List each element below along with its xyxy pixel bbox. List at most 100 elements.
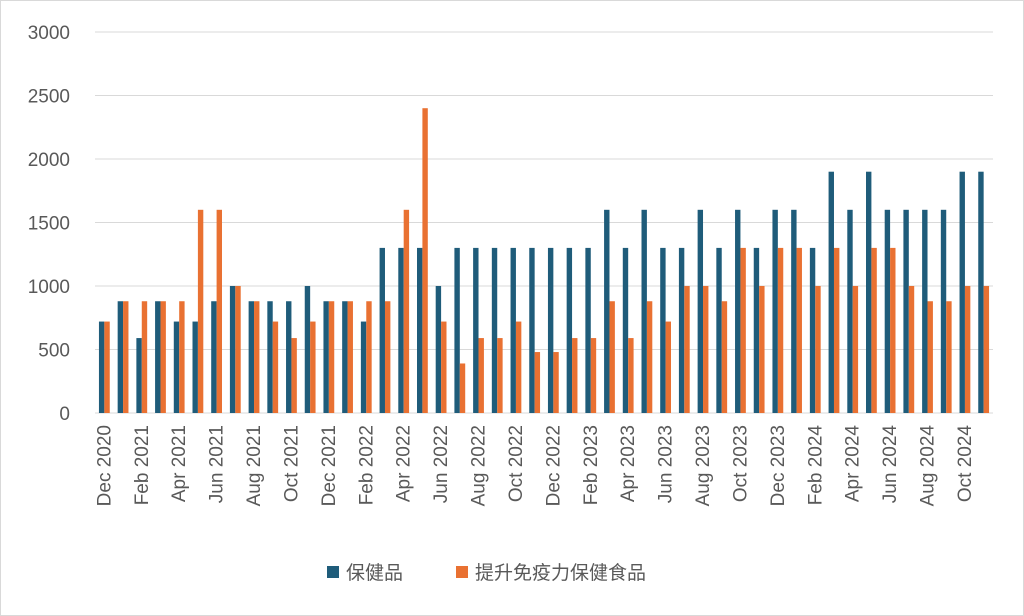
bar-series-1 bbox=[360, 321, 367, 413]
x-tick-label: Oct 2024 bbox=[955, 425, 976, 503]
bar-series-2 bbox=[796, 247, 802, 413]
bar-series-1 bbox=[529, 247, 535, 413]
bar-series-2 bbox=[141, 301, 148, 413]
legend-label-series-2: 提升免疫力保健食品 bbox=[475, 562, 646, 584]
bar-series-2 bbox=[272, 321, 279, 413]
bar-series-2 bbox=[646, 301, 653, 413]
bar-series-1 bbox=[229, 286, 236, 413]
bar-series-2 bbox=[515, 321, 522, 413]
bar-series-2 bbox=[553, 352, 559, 413]
bar-series-2 bbox=[927, 301, 933, 413]
gridlines bbox=[95, 31, 993, 414]
bar-series-1 bbox=[267, 301, 273, 413]
x-tick-label: Oct 2023 bbox=[730, 425, 751, 502]
bar-series-1 bbox=[491, 247, 498, 413]
x-tick-label: Apr 2021 bbox=[169, 425, 190, 502]
bar-series-1 bbox=[398, 247, 404, 413]
x-tick-label: Apr 2022 bbox=[394, 425, 415, 502]
legend-swatch-series-1 bbox=[327, 566, 339, 578]
bar-series-1 bbox=[978, 171, 984, 413]
bar-series-2 bbox=[104, 321, 110, 413]
bar-series-1 bbox=[828, 171, 834, 413]
bar-series-1 bbox=[379, 247, 385, 413]
bar-series-2 bbox=[983, 286, 990, 413]
bar-series-2 bbox=[216, 209, 222, 413]
bar-series-1 bbox=[510, 247, 516, 413]
bar-series-2 bbox=[740, 247, 746, 413]
x-tick-label: Aug 2022 bbox=[469, 425, 490, 506]
bar-series-2 bbox=[310, 321, 316, 413]
bar-series-2 bbox=[703, 286, 709, 413]
bar-series-2 bbox=[459, 363, 466, 413]
x-tick-label: Feb 2022 bbox=[356, 425, 377, 505]
x-tick-label: Oct 2021 bbox=[281, 425, 302, 502]
bars bbox=[98, 108, 990, 413]
bar-series-1 bbox=[678, 247, 685, 413]
x-tick-label: Dec 2023 bbox=[768, 425, 789, 506]
bar-series-2 bbox=[291, 338, 297, 413]
x-tick-label: Feb 2023 bbox=[581, 425, 602, 505]
bar-series-1 bbox=[884, 209, 891, 413]
bar-series-2 bbox=[815, 286, 821, 413]
bar-series-2 bbox=[572, 338, 578, 413]
bar-series-1 bbox=[417, 247, 423, 413]
bar-series-2 bbox=[665, 321, 671, 413]
x-tick-label: Jun 2022 bbox=[431, 425, 452, 503]
x-tick-label: Feb 2024 bbox=[805, 425, 826, 506]
bar-series-1 bbox=[547, 247, 554, 413]
bar-series-1 bbox=[304, 286, 311, 413]
bar-series-1 bbox=[323, 301, 329, 413]
bar-series-1 bbox=[192, 321, 198, 413]
x-tick-label: Feb 2021 bbox=[132, 425, 153, 505]
bar-series-2 bbox=[908, 286, 915, 413]
bar-series-2 bbox=[833, 247, 840, 413]
bar-series-2 bbox=[890, 247, 896, 413]
bar-series-2 bbox=[871, 247, 877, 413]
bar-series-1 bbox=[772, 209, 778, 413]
bar-series-2 bbox=[684, 286, 690, 413]
x-tick-label: Dec 2021 bbox=[319, 425, 340, 506]
bar-series-1 bbox=[809, 247, 816, 413]
bar-series-1 bbox=[866, 171, 872, 413]
y-tick-label: 1500 bbox=[28, 214, 70, 235]
bar-series-2 bbox=[347, 301, 353, 413]
bar-series-1 bbox=[959, 171, 965, 413]
bar-series-2 bbox=[123, 301, 129, 413]
bar-series-1 bbox=[604, 209, 610, 413]
bar-series-1 bbox=[454, 247, 460, 413]
bar-series-1 bbox=[98, 321, 105, 413]
x-tick-label: Aug 2021 bbox=[244, 425, 265, 506]
x-tick-label: Oct 2022 bbox=[506, 425, 527, 502]
x-tick-label: Apr 2024 bbox=[843, 425, 864, 503]
bar-series-2 bbox=[852, 286, 859, 413]
bar-series-1 bbox=[922, 209, 928, 413]
bar-series-1 bbox=[716, 247, 722, 413]
bar-series-1 bbox=[847, 209, 853, 413]
bar-series-1 bbox=[940, 209, 947, 413]
bar-series-1 bbox=[903, 209, 909, 413]
y-tick-label: 3000 bbox=[28, 23, 70, 44]
legend-label-series-1: 保健品 bbox=[346, 562, 403, 584]
bar-series-2 bbox=[179, 301, 185, 413]
bar-series-2 bbox=[609, 301, 615, 413]
bar-series-1 bbox=[435, 286, 442, 413]
bar-series-2 bbox=[235, 286, 241, 413]
bar-series-2 bbox=[721, 301, 728, 413]
bar-series-2 bbox=[628, 338, 634, 413]
y-tick-label: 2000 bbox=[28, 150, 70, 171]
bar-series-1 bbox=[753, 247, 760, 413]
x-tick-label: Aug 2023 bbox=[693, 425, 714, 506]
y-tick-label: 0 bbox=[59, 404, 70, 425]
bar-series-2 bbox=[254, 301, 260, 413]
bar-series-1 bbox=[473, 247, 479, 413]
bar-series-2 bbox=[534, 352, 541, 413]
bar-series-2 bbox=[590, 338, 597, 413]
legend: 保健品 提升免疫力保健食品 bbox=[327, 562, 646, 584]
bar-series-1 bbox=[585, 247, 591, 413]
bar-series-1 bbox=[248, 301, 255, 413]
x-tick-label: Dec 2020 bbox=[94, 425, 115, 506]
bar-series-1 bbox=[173, 321, 180, 413]
y-tick-label: 2500 bbox=[28, 87, 70, 108]
y-tick-label: 1000 bbox=[28, 277, 70, 298]
